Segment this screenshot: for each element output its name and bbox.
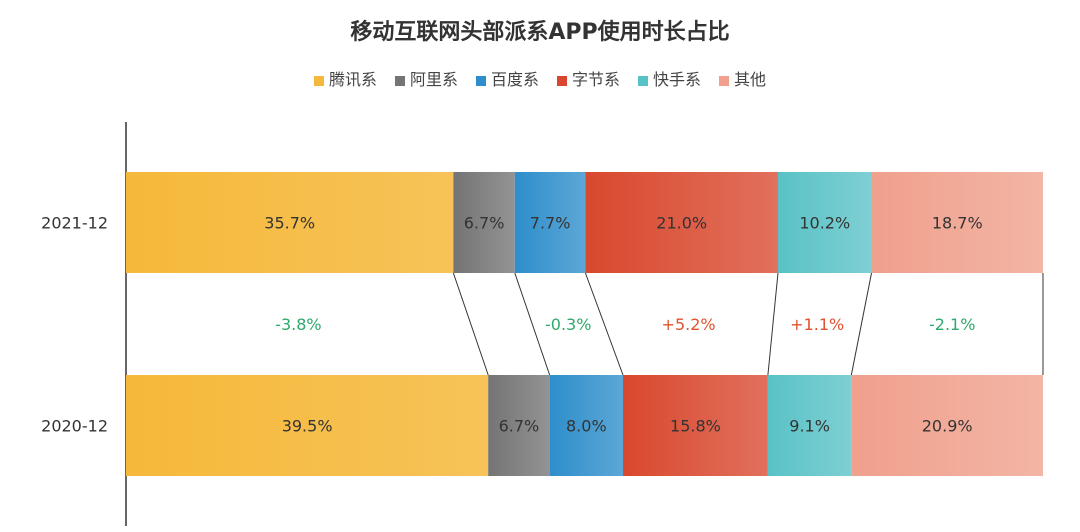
bar-segment <box>514 172 586 273</box>
chart-legend: 腾讯系 阿里系 百度系 字节系 快手系 其他 <box>0 66 1080 90</box>
bar-segment <box>871 172 1043 273</box>
bar-segment <box>777 172 872 273</box>
legend-swatch <box>475 76 486 86</box>
legend-swatch <box>313 76 324 86</box>
legend-item: 快手系 <box>638 66 701 90</box>
data-label: 8.0% <box>566 417 607 436</box>
data-label: 35.7% <box>264 214 315 233</box>
bar-segment <box>126 375 489 476</box>
change-label: -2.1% <box>929 315 975 334</box>
legend-label: 其他 <box>734 70 767 89</box>
change-label: -3.8% <box>275 315 321 334</box>
data-label: 39.5% <box>282 417 333 436</box>
data-label: 21.0% <box>656 214 707 233</box>
data-label: 18.7% <box>932 214 983 233</box>
data-label: 6.7% <box>499 417 540 436</box>
data-label: 20.9% <box>922 417 973 436</box>
bar-segment <box>488 375 550 476</box>
bar-segment <box>851 375 1043 476</box>
legend-label: 阿里系 <box>409 70 458 89</box>
bar-segment <box>126 172 454 273</box>
legend-swatch <box>719 76 730 86</box>
connector-line <box>584 272 624 376</box>
bar-segment <box>585 172 778 273</box>
data-label: 6.7% <box>464 214 505 233</box>
connector-line <box>514 272 551 376</box>
bar-segment <box>767 375 852 476</box>
legend-label: 腾讯系 <box>328 70 377 89</box>
legend-swatch <box>394 76 405 86</box>
legend-label: 快手系 <box>653 70 702 89</box>
data-label: 10.2% <box>799 214 850 233</box>
connector-line <box>850 272 873 376</box>
change-label: -0.3% <box>545 315 591 334</box>
legend-item: 字节系 <box>557 66 620 90</box>
connector-line <box>767 272 779 376</box>
chart-title: 移动互联网头部派系APP使用时长占比 <box>350 20 730 45</box>
data-label: 15.8% <box>670 417 721 436</box>
bar-segment <box>623 375 768 476</box>
legend-swatch <box>557 76 567 86</box>
legend-label: 百度系 <box>490 70 539 89</box>
legend-swatch <box>638 76 649 86</box>
bar-segment <box>453 172 515 273</box>
legend-item: 阿里系 <box>394 66 458 90</box>
category-tick-label: 2021-12 <box>41 214 108 233</box>
change-label: +1.1% <box>790 315 844 334</box>
legend-label: 字节系 <box>572 70 621 89</box>
connector-line <box>452 272 489 376</box>
change-label: +5.2% <box>662 315 716 334</box>
bar-segment <box>549 375 624 476</box>
data-label: 9.1% <box>789 417 830 436</box>
data-label: 7.7% <box>530 214 571 233</box>
legend-item: 百度系 <box>475 66 539 90</box>
legend-item: 其他 <box>719 66 766 90</box>
legend-item: 腾讯系 <box>313 66 377 90</box>
category-tick-label: 2020-12 <box>41 417 108 436</box>
